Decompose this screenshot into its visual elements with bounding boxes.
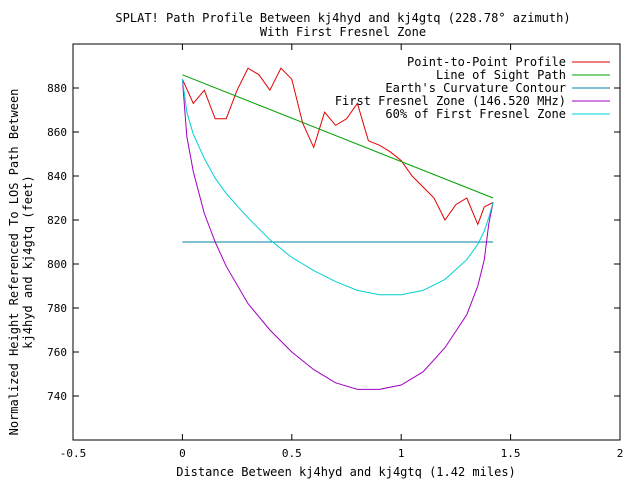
x-tick-label: 1.5 <box>501 447 521 460</box>
legend-label: Line of Sight Path <box>436 68 566 82</box>
x-tick-label: 2 <box>617 447 624 460</box>
x-axis-label: Distance Between kj4hyd and kj4gtq (1.42… <box>176 465 516 479</box>
legend-label: Point-to-Point Profile <box>407 55 566 69</box>
series-line-line-of-sight-path <box>182 74 494 199</box>
y-tick-label: 800 <box>47 258 67 271</box>
series-line-point-to-point-profile <box>181 67 494 226</box>
x-tick-label: 1 <box>398 447 405 460</box>
plot-area: -0.5 0 0.5 1 1.5 2 740 760 780 800 820 840 860 880 <box>47 43 624 460</box>
series-line-60-of-first-fresnel-zone <box>181 79 494 296</box>
chart-title: SPLAT! Path Profile Between kj4hyd and k… <box>115 11 570 25</box>
x-tick-label: -0.5 <box>60 447 87 460</box>
y-tick-label: 860 <box>47 126 67 139</box>
x-tick-label: 0.5 <box>282 447 302 460</box>
y-tick-label: 880 <box>47 82 67 95</box>
chart-subtitle: With First Fresnel Zone <box>260 25 426 39</box>
y-tick-label: 760 <box>47 346 67 359</box>
legend-label: First Fresnel Zone (146.520 MHz) <box>335 94 566 108</box>
y-axis-label-line2: kj4hyd and kj4gtq (feet) <box>21 175 35 348</box>
series-line-first-fresnel-zone-146-520-mhz <box>181 79 494 390</box>
y-tick-label: 780 <box>47 302 67 315</box>
y-tick-label: 740 <box>47 390 67 403</box>
legend-label: Earth's Curvature Contour <box>385 81 566 95</box>
y-tick-label: 820 <box>47 214 67 227</box>
x-tick-label: 0 <box>179 447 186 460</box>
legend-label: 60% of First Fresnel Zone <box>385 107 566 121</box>
y-axis-label-line1: Normalized Height Referenced To LOS Path… <box>7 89 21 436</box>
plot-frame <box>72 43 621 441</box>
y-tick-label: 840 <box>47 170 67 183</box>
